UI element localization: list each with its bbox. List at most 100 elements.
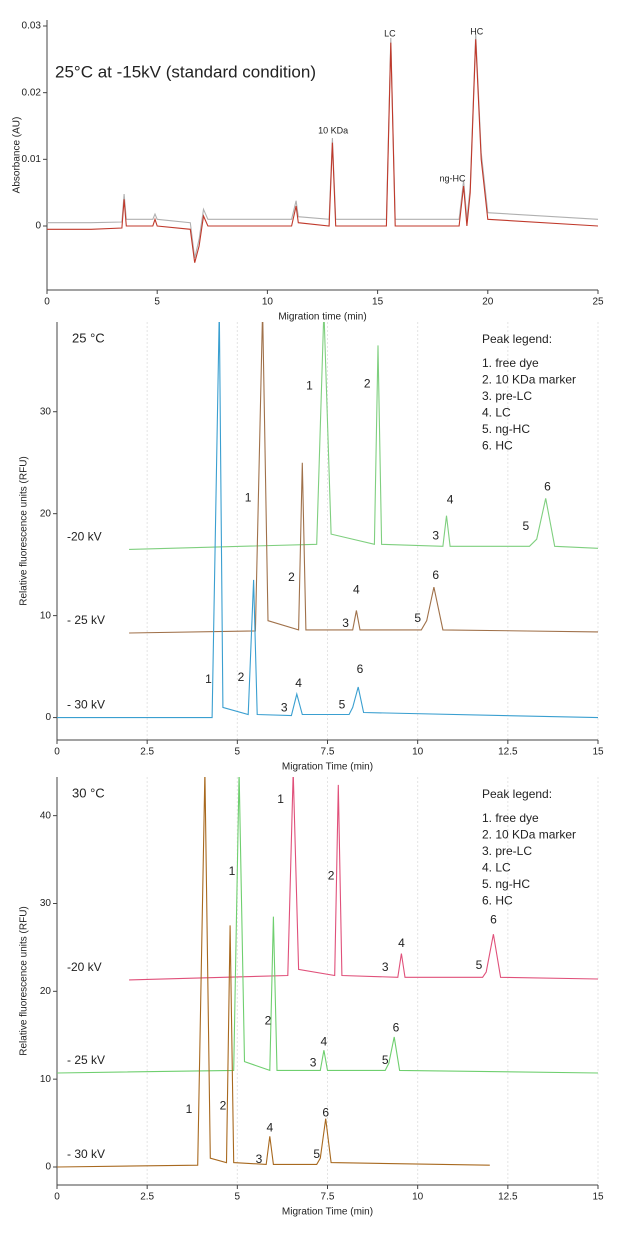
y-tick-label: 30 bbox=[40, 898, 52, 909]
y-axis-label: Relative fluorescence units (RFU) bbox=[19, 456, 30, 606]
peak-label: 1 bbox=[245, 491, 252, 505]
chart: 0 5 10 15 20 25 0 0.01 0.02 0.03 Migration time (m… bbox=[12, 20, 604, 323]
series-label: - 25 kV bbox=[67, 613, 105, 627]
series-label: -20 kV bbox=[67, 960, 102, 974]
peak-label: 5 bbox=[414, 611, 421, 625]
peak-label: 2 bbox=[288, 570, 295, 584]
peak-label: 6 bbox=[490, 912, 497, 926]
x-tick-label: 10 bbox=[412, 747, 424, 758]
trace bbox=[47, 39, 598, 263]
peak-label: 3 bbox=[432, 528, 439, 542]
legend-item: 2. 10 KDa marker bbox=[482, 373, 576, 387]
x-tick-label: 0 bbox=[44, 297, 50, 308]
y-tick-label: 20 bbox=[40, 508, 52, 519]
plot bbox=[47, 33, 598, 263]
legend-title: Peak legend: bbox=[482, 332, 552, 346]
x-tick-label: 0 bbox=[54, 747, 60, 758]
series-label: - 30 kV bbox=[67, 1147, 105, 1161]
trace bbox=[129, 322, 598, 634]
peak-label: 1 bbox=[306, 378, 313, 392]
trace bbox=[129, 777, 598, 981]
chart: 0 2.5 5 7.5 10 12.5 1 5 0 10 20 30 Migration Time (m… bbox=[19, 322, 604, 773]
y-tick-label: 0 bbox=[45, 1162, 51, 1173]
x-tick-label: 2.5 bbox=[140, 747, 154, 758]
series-label: -20 kV bbox=[67, 530, 102, 544]
y-axis-label: Absorbance (AU) bbox=[12, 117, 23, 194]
y-tick-label: 20 bbox=[40, 986, 52, 997]
x-tick-label: 15 bbox=[592, 1192, 604, 1203]
peak-label: 10 KDa bbox=[318, 126, 348, 136]
peak-label: 4 bbox=[295, 676, 302, 690]
peak-label: 3 bbox=[256, 1152, 263, 1166]
peak-label: 6 bbox=[357, 662, 364, 676]
x-tick-label: 5 bbox=[235, 747, 241, 758]
legend-item: 2. 10 KDa marker bbox=[482, 828, 576, 842]
peak-label: 4 bbox=[321, 1034, 328, 1048]
y-tick-label: 10 bbox=[40, 610, 52, 621]
peak-label: 2 bbox=[328, 868, 335, 882]
peak-label: 5 bbox=[339, 698, 346, 712]
legend-item: 6. HC bbox=[482, 894, 513, 908]
x-tick-label: 5 bbox=[154, 297, 160, 308]
peak-label: 6 bbox=[393, 1020, 400, 1034]
peak-label: 5 bbox=[523, 519, 530, 533]
peak-label: 3 bbox=[281, 701, 288, 715]
peak-label: 6 bbox=[322, 1106, 329, 1120]
series-label: - 30 kV bbox=[67, 698, 105, 712]
x-tick-label: 10 bbox=[412, 1192, 424, 1203]
trace bbox=[57, 777, 490, 1168]
x-tick-label: 12.5 bbox=[498, 747, 518, 758]
y-tick-label: 0 bbox=[45, 712, 51, 723]
legend-item: 4. LC bbox=[482, 861, 511, 875]
peak-label: ng-HC bbox=[440, 174, 467, 184]
legend-item: 1. free dye bbox=[482, 356, 539, 370]
peak-label: 3 bbox=[382, 960, 389, 974]
peak-label: 1 bbox=[277, 792, 284, 806]
peak-label: 2 bbox=[220, 1099, 227, 1113]
x-axis-label: Migration Time (min) bbox=[282, 762, 373, 773]
chart-title: 25 °C bbox=[72, 330, 105, 345]
x-tick-label: 15 bbox=[372, 297, 384, 308]
peak-label: HC bbox=[470, 26, 483, 36]
peak-label: 1 bbox=[205, 672, 212, 686]
x-tick-label: 20 bbox=[482, 297, 494, 308]
chart-title: 30 °C bbox=[72, 785, 105, 800]
x-tick-label: 12.5 bbox=[498, 1192, 518, 1203]
peak-label: 6 bbox=[544, 479, 551, 493]
series-label: - 25 kV bbox=[67, 1053, 105, 1067]
legend-item: 6. HC bbox=[482, 439, 513, 453]
peak-label: 5 bbox=[313, 1147, 320, 1161]
peak-label: 2 bbox=[265, 1013, 272, 1027]
x-tick-label: 0 bbox=[54, 1192, 60, 1203]
peak-label: 3 bbox=[342, 616, 349, 630]
y-tick-label: 10 bbox=[40, 1074, 52, 1085]
peak-label: 4 bbox=[398, 936, 405, 950]
x-axis-label: Migration Time (min) bbox=[282, 1207, 373, 1218]
peak-label: 4 bbox=[447, 493, 454, 507]
legend-item: 3. pre-LC bbox=[482, 389, 532, 403]
y-tick-label: 0 bbox=[35, 221, 41, 232]
plot bbox=[57, 777, 598, 1168]
x-tick-label: 7.5 bbox=[321, 1192, 335, 1203]
y-tick-label: 30 bbox=[40, 406, 52, 417]
peak-label: 4 bbox=[266, 1121, 273, 1135]
legend-item: 4. LC bbox=[482, 406, 511, 420]
peak-label: 6 bbox=[432, 568, 439, 582]
trace bbox=[57, 322, 598, 719]
trace bbox=[57, 777, 598, 1074]
plot bbox=[57, 322, 598, 719]
legend-item: 5. ng-HC bbox=[482, 877, 530, 891]
y-tick-label: 0.01 bbox=[22, 154, 42, 165]
x-tick-label: 7.5 bbox=[321, 747, 335, 758]
x-tick-label: 2.5 bbox=[140, 1192, 154, 1203]
x-tick-label: 25 bbox=[592, 297, 604, 308]
peak-label: 1 bbox=[186, 1102, 193, 1116]
legend-item: 3. pre-LC bbox=[482, 844, 532, 858]
x-axis-label: Migration time (min) bbox=[278, 312, 366, 323]
legend-title: Peak legend: bbox=[482, 787, 552, 801]
peak-label: 2 bbox=[364, 376, 371, 390]
peak-label: 5 bbox=[382, 1053, 389, 1067]
legend-item: 5. ng-HC bbox=[482, 422, 530, 436]
